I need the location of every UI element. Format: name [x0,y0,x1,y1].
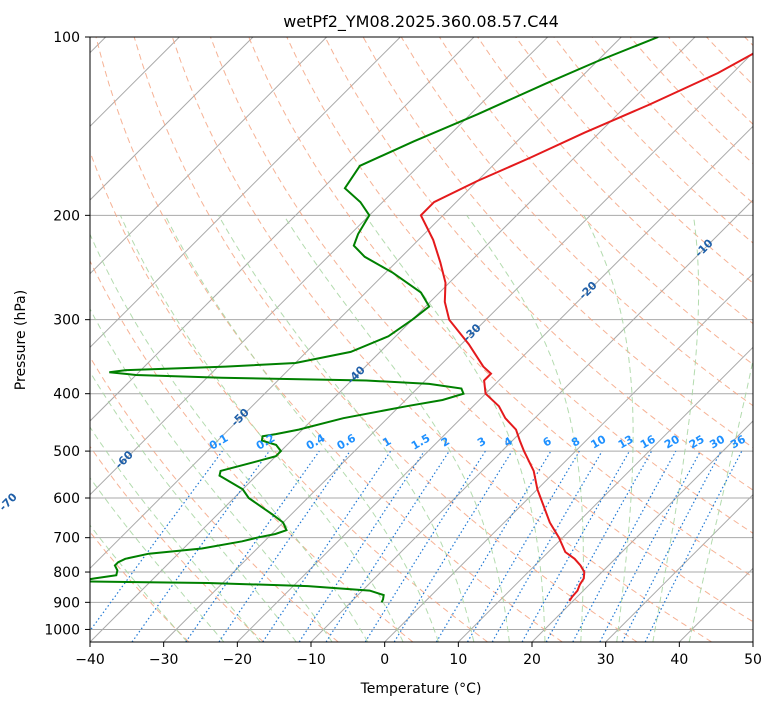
dry-adiabat-line [210,37,753,623]
plot-frame [89,36,754,643]
isotherm-line [236,125,753,642]
mixing-ratio-line [325,450,450,642]
isotherm-line [531,420,753,642]
x-tick-label: 40 [670,652,688,668]
moist-adiabat-line [119,215,404,642]
dry-adiabat-line [90,259,414,642]
x-tick-label: −10 [296,652,326,668]
dry-adiabat-line [95,37,563,642]
y-tick-label: 200 [53,208,80,224]
isotherm-line [90,37,696,642]
y-tick-label: 400 [53,387,80,403]
x-tick-label: 50 [744,652,762,668]
mixing-ratio-line [185,450,320,642]
x-tick-label: 10 [449,652,467,668]
isotherm-line [90,37,549,496]
mixing-ratio-line [521,450,631,642]
x-tick-label: 30 [597,652,615,668]
x-tick-label: −20 [223,652,253,668]
y-tick-label: 900 [53,595,80,611]
isotherm-line [457,346,753,642]
moist-adiabat-line [218,215,475,642]
dry-adiabat-line [324,37,753,491]
x-tick-label: −40 [75,652,105,668]
mixing-ratio-line [572,450,677,642]
isotherm-line [605,493,753,642]
temperature-profile-line [419,52,753,602]
y-tick-label: 1000 [44,622,80,638]
mixing-ratio-line [262,450,392,642]
x-tick-label: 0 [380,652,389,668]
dewpoint-profile-line [90,37,659,603]
mixing-ratio-line [644,450,743,642]
y-tick-label: 100 [53,30,80,46]
mixing-ratio-line [90,450,223,632]
moist-adiabat-line [90,476,225,642]
isotherm-line [90,37,622,570]
y-tick-label: 500 [53,444,80,460]
moist-adiabat-line [90,233,369,642]
isotherm-line [90,37,475,422]
axes: −40 −30 −20 −10 0 10 20 30 40 50 100 200 300 400 500 60… [44,30,762,668]
dry-adiabat-line [171,37,712,642]
background-lines [90,37,753,642]
y-tick-label: 300 [53,313,80,329]
mixing-ratio-line [131,450,270,642]
moist-adiabat-line [283,215,510,642]
isotherm-line [384,272,753,642]
mixing-ratio-line [218,450,351,642]
y-tick-label: 800 [53,565,80,581]
dry-adiabat-line [90,445,264,642]
moist-adiabat-line [466,215,584,642]
mixing-ratio-line [298,450,425,642]
dry-adiabat-line [515,37,753,284]
mixing-ratio-line [393,450,513,642]
moist-adiabat-line [652,215,700,642]
chart-title: wetPf2_YM08.2025.360.08.57.C44 [283,12,559,32]
y-tick-label: 600 [53,491,80,507]
y-axis-title: Pressure (hPa) [13,290,29,390]
dry-adiabat-line [90,356,339,642]
x-axis-title: Temperature (°C) [360,681,482,697]
mixing-ratio-line [545,450,653,642]
moist-adiabat-line [90,308,333,642]
x-tick-label: −30 [149,652,179,668]
isotherm-line [90,37,328,275]
isotherm-line [90,37,254,201]
isotherm-line [90,37,401,349]
moist-adiabat-line [90,426,261,642]
x-tick-label: 20 [523,652,541,668]
moist-adiabat-line [583,215,634,642]
dry-adiabat-line [248,37,753,578]
moist-adiabat-line [90,370,297,642]
dry-adiabat-line [286,37,753,534]
y-tick-label: 700 [53,531,80,547]
moist-adiabat-line [164,215,439,642]
dry-adiabat-line [133,37,638,642]
profile-lines [90,37,753,603]
moist-adiabat-line [364,215,546,642]
